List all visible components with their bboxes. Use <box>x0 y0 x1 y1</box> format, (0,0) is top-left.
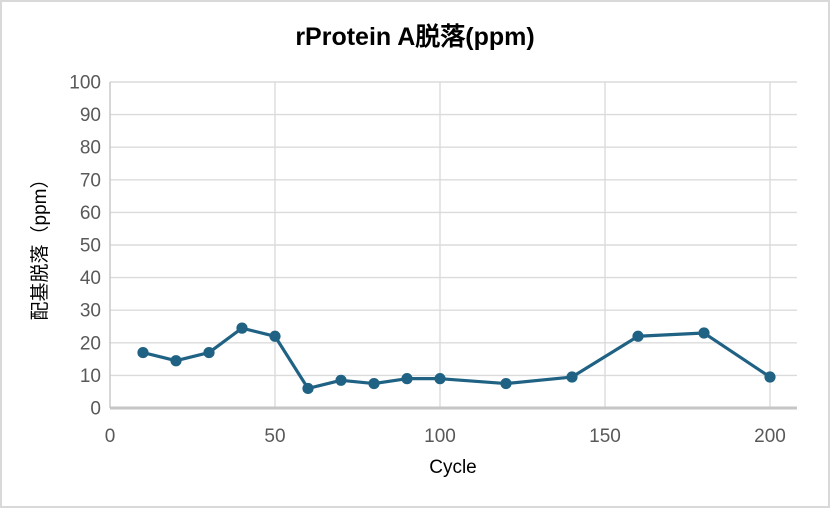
y-tick-label: 60 <box>80 203 101 224</box>
x-tick-label: 200 <box>754 426 786 447</box>
data-point <box>170 355 182 367</box>
y-tick-label: 80 <box>80 138 101 159</box>
y-tick-label: 70 <box>80 170 101 191</box>
data-point <box>764 371 776 383</box>
y-tick-label: 30 <box>80 301 101 322</box>
data-points <box>137 322 776 395</box>
data-point <box>335 374 347 386</box>
y-axis-title: 配基脱落（ppm） <box>29 170 51 321</box>
x-axis-title: Cycle <box>429 457 477 478</box>
data-point <box>203 346 215 359</box>
data-point <box>632 330 644 342</box>
y-tick-labels: 0 10 20 30 40 50 60 70 80 90 100 <box>69 73 101 420</box>
data-point <box>302 382 314 395</box>
data-point <box>566 371 578 383</box>
chart-title: rProtein A脱落(ppm) <box>295 23 535 51</box>
data-point <box>500 377 512 390</box>
y-tick-label: 50 <box>80 236 101 257</box>
y-tick-label: 20 <box>80 333 101 354</box>
y-tick-label: 10 <box>80 366 101 387</box>
y-tick-label: 100 <box>69 73 101 94</box>
data-point <box>401 373 413 385</box>
data-point <box>137 346 149 359</box>
x-tick-label: 100 <box>424 426 456 447</box>
y-tick-label: 0 <box>90 399 101 420</box>
y-tick-label: 90 <box>80 105 101 126</box>
data-point <box>698 327 710 339</box>
series-line <box>141 326 772 391</box>
x-tick-label: 150 <box>589 426 621 447</box>
x-tick-label: 50 <box>264 426 285 447</box>
gridlines <box>110 81 797 408</box>
x-tick-label: 0 <box>105 426 116 447</box>
data-point <box>434 373 446 385</box>
data-point <box>269 330 281 342</box>
x-tick-labels: 0 50 100 150 200 <box>105 426 786 447</box>
data-series <box>141 326 772 391</box>
data-point <box>236 322 248 334</box>
data-point <box>368 377 380 390</box>
y-tick-label: 40 <box>80 268 101 289</box>
axes <box>109 82 797 410</box>
